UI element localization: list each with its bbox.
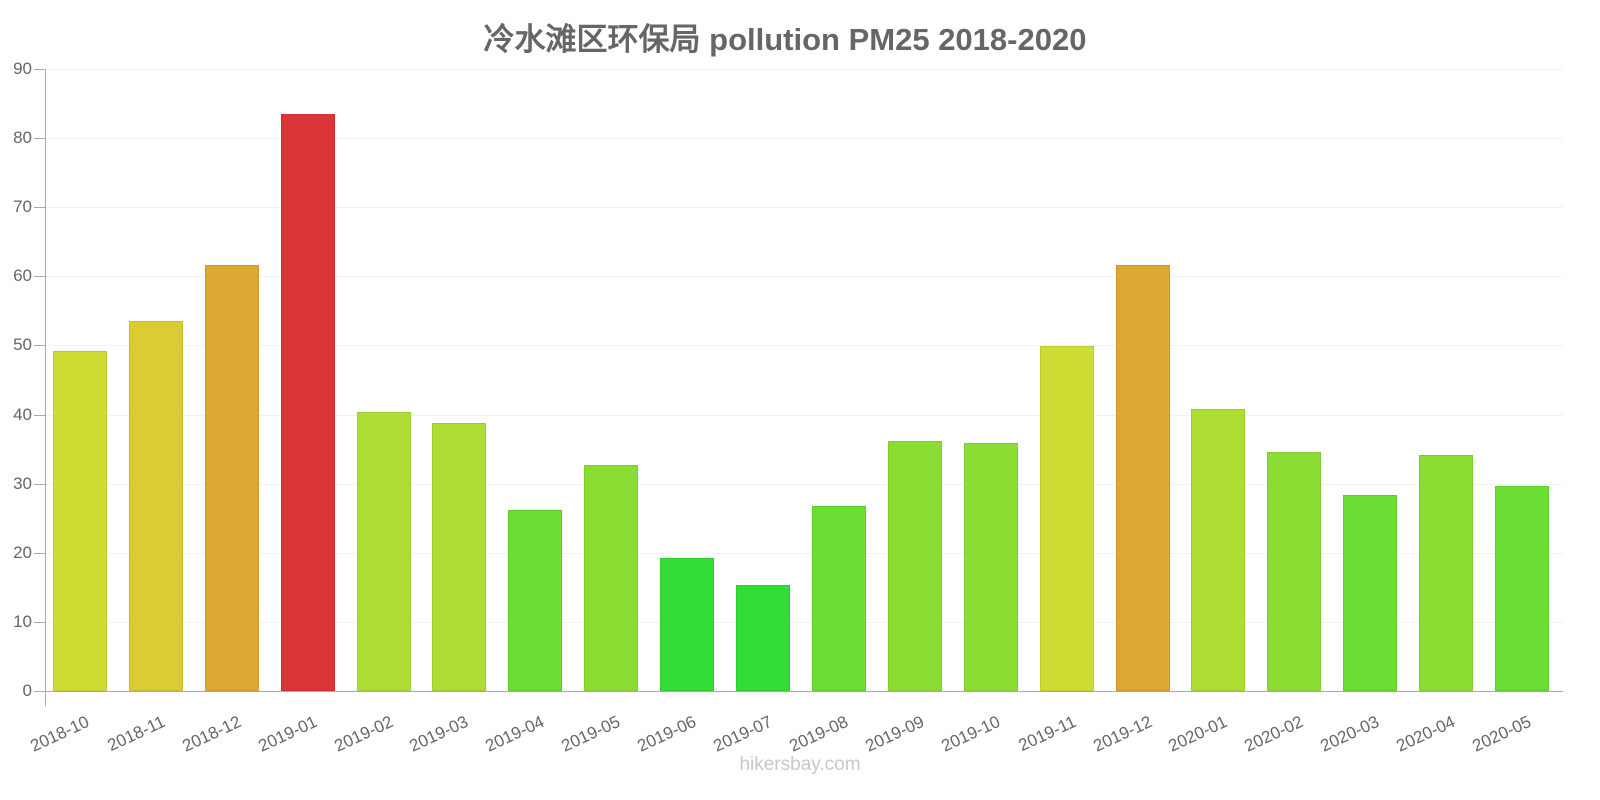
bar-2019-01[interactable] [280,113,335,691]
y-tick-label: 70 [13,197,32,217]
bar-2019-12[interactable] [1115,264,1170,691]
bar-2019-06[interactable] [660,557,715,691]
y-tick-label: 10 [13,611,32,631]
bar-2020-03[interactable] [1343,495,1398,691]
y-tick-mark [34,621,45,623]
gridline [45,138,1563,140]
y-tick-mark [34,691,45,692]
bar-2019-04[interactable] [508,509,563,691]
gridline [45,69,1563,70]
bar-2020-02[interactable] [1267,451,1322,691]
gridline [45,276,1563,278]
gridline [45,345,1563,347]
y-tick-label: 20 [13,542,32,562]
bar-2019-11[interactable] [1039,346,1094,691]
y-tick-label: 80 [13,128,32,148]
bar-2018-10[interactable] [52,350,107,691]
y-axis-line [45,69,46,706]
bar-2020-04[interactable] [1419,454,1474,691]
x-axis-line [34,691,1563,692]
y-tick-mark [34,345,45,347]
bar-2019-09[interactable] [887,440,942,691]
watermark: hikersbay.com [739,754,861,775]
y-tick-label: 50 [13,335,32,355]
y-tick-mark [34,483,45,485]
y-tick-label: 90 [13,59,32,78]
bar-2019-02[interactable] [356,411,411,691]
bar-2019-07[interactable] [736,584,791,691]
y-tick-mark [34,552,45,554]
bar-2020-01[interactable] [1191,409,1246,691]
y-tick-label: 30 [13,473,32,493]
bar-2018-12[interactable] [204,265,259,691]
bar-2019-05[interactable] [584,465,639,691]
gridline [45,621,1563,623]
gridline [45,483,1563,485]
y-tick-mark [34,414,45,416]
bar-2019-10[interactable] [963,442,1018,691]
chart-title: 冷水滩区环保局 pollution PM25 2018-2020 [483,22,1087,57]
gridline [45,207,1563,209]
y-tick-label: 40 [13,404,32,424]
plot-area [45,69,1563,691]
gridline [45,414,1563,416]
y-tick-mark [34,276,45,278]
y-tick-mark [34,69,45,70]
y-tick-label: 0 [22,681,32,700]
y-tick-mark [34,207,45,209]
bar-2019-08[interactable] [811,505,866,691]
bar-2020-05[interactable] [1495,486,1550,691]
y-tick-mark [34,138,45,140]
bar-2019-03[interactable] [432,422,487,691]
gridline [45,552,1563,554]
bar-2018-11[interactable] [128,321,183,691]
y-tick-label: 60 [13,266,32,286]
